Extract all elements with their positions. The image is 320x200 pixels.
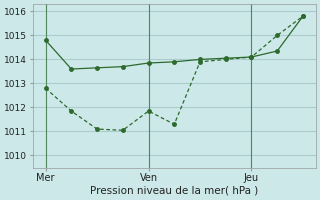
X-axis label: Pression niveau de la mer( hPa ): Pression niveau de la mer( hPa ): [90, 186, 259, 196]
